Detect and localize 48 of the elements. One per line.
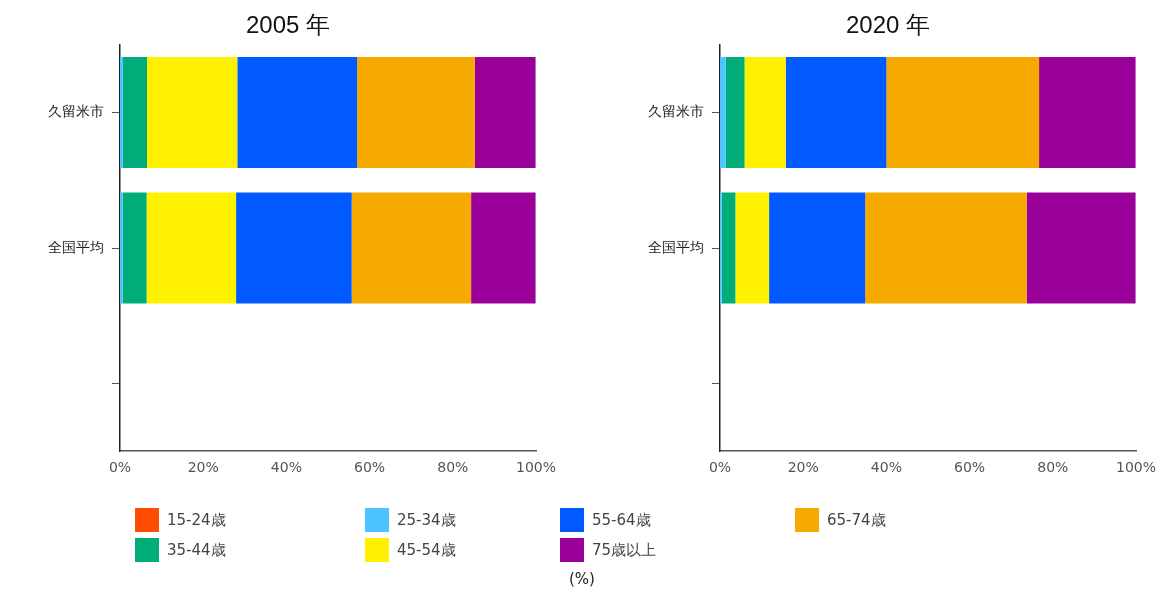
bar <box>146 192 237 304</box>
x-tick-label: 0% <box>708 459 732 476</box>
x-tick-label: 20% <box>187 459 219 476</box>
x-tick-label: 60% <box>954 459 986 476</box>
bar <box>721 192 736 304</box>
bar <box>122 56 148 169</box>
x-tick-label: 0% <box>108 459 132 476</box>
bar <box>471 192 536 304</box>
x-tick-label: 80% <box>1037 459 1069 476</box>
legend-label: 15-24歳 <box>167 510 226 530</box>
legend-label: 45-54歳 <box>397 540 456 560</box>
x-tick-label: 60% <box>354 459 386 476</box>
x-tick-label: 100% <box>515 459 557 476</box>
bar <box>785 56 887 169</box>
legend-label: 65-74歳 <box>827 510 886 530</box>
bar <box>120 56 123 169</box>
y-tick-label: 全国平均 <box>48 238 104 255</box>
x-tick-label: 80% <box>437 459 469 476</box>
chart-title: 2005 年 <box>245 11 331 39</box>
bar <box>237 56 358 169</box>
bar <box>886 56 1040 169</box>
legend-label: 75歳以上 <box>592 540 657 560</box>
bar <box>147 56 238 169</box>
text: (%) <box>568 570 596 588</box>
bar <box>122 192 147 304</box>
bar <box>735 192 770 304</box>
bar <box>351 192 472 304</box>
x-tick-label: 20% <box>787 459 819 476</box>
legend-label: 35-44歳 <box>167 540 226 560</box>
bar <box>744 56 786 169</box>
x-tick-label: 40% <box>870 459 902 476</box>
bar <box>474 56 536 169</box>
y-tick-label: 久留米市 <box>648 103 704 120</box>
bar <box>1026 192 1136 304</box>
legend-label: 55-64歳 <box>592 510 651 530</box>
chart-title: 2020 年 <box>845 11 931 39</box>
x-tick-label: 40% <box>270 459 302 476</box>
bar <box>720 56 726 169</box>
bar <box>725 56 745 169</box>
x-tick-label: 100% <box>1115 459 1157 476</box>
bar <box>1039 56 1136 169</box>
bar <box>236 192 352 304</box>
bar <box>865 192 1027 304</box>
y-tick-label: 久留米市 <box>48 103 104 120</box>
bar <box>769 192 866 304</box>
y-tick-label: 全国平均 <box>648 238 704 255</box>
bar <box>357 56 475 169</box>
legend-label: 25-34歳 <box>397 510 456 530</box>
